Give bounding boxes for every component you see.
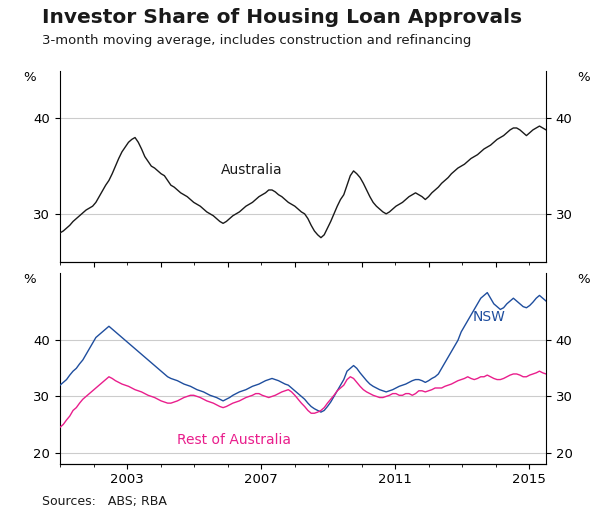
Text: %: % bbox=[578, 71, 590, 84]
Text: %: % bbox=[23, 71, 36, 84]
Text: Australia: Australia bbox=[221, 163, 283, 177]
Text: 3-month moving average, includes construction and refinancing: 3-month moving average, includes constru… bbox=[42, 34, 472, 47]
Text: %: % bbox=[578, 273, 590, 286]
Text: Rest of Australia: Rest of Australia bbox=[178, 433, 292, 447]
Text: NSW: NSW bbox=[472, 310, 505, 324]
Text: Sources:   ABS; RBA: Sources: ABS; RBA bbox=[42, 495, 167, 508]
Text: %: % bbox=[23, 273, 36, 286]
Text: Investor Share of Housing Loan Approvals: Investor Share of Housing Loan Approvals bbox=[42, 8, 522, 27]
